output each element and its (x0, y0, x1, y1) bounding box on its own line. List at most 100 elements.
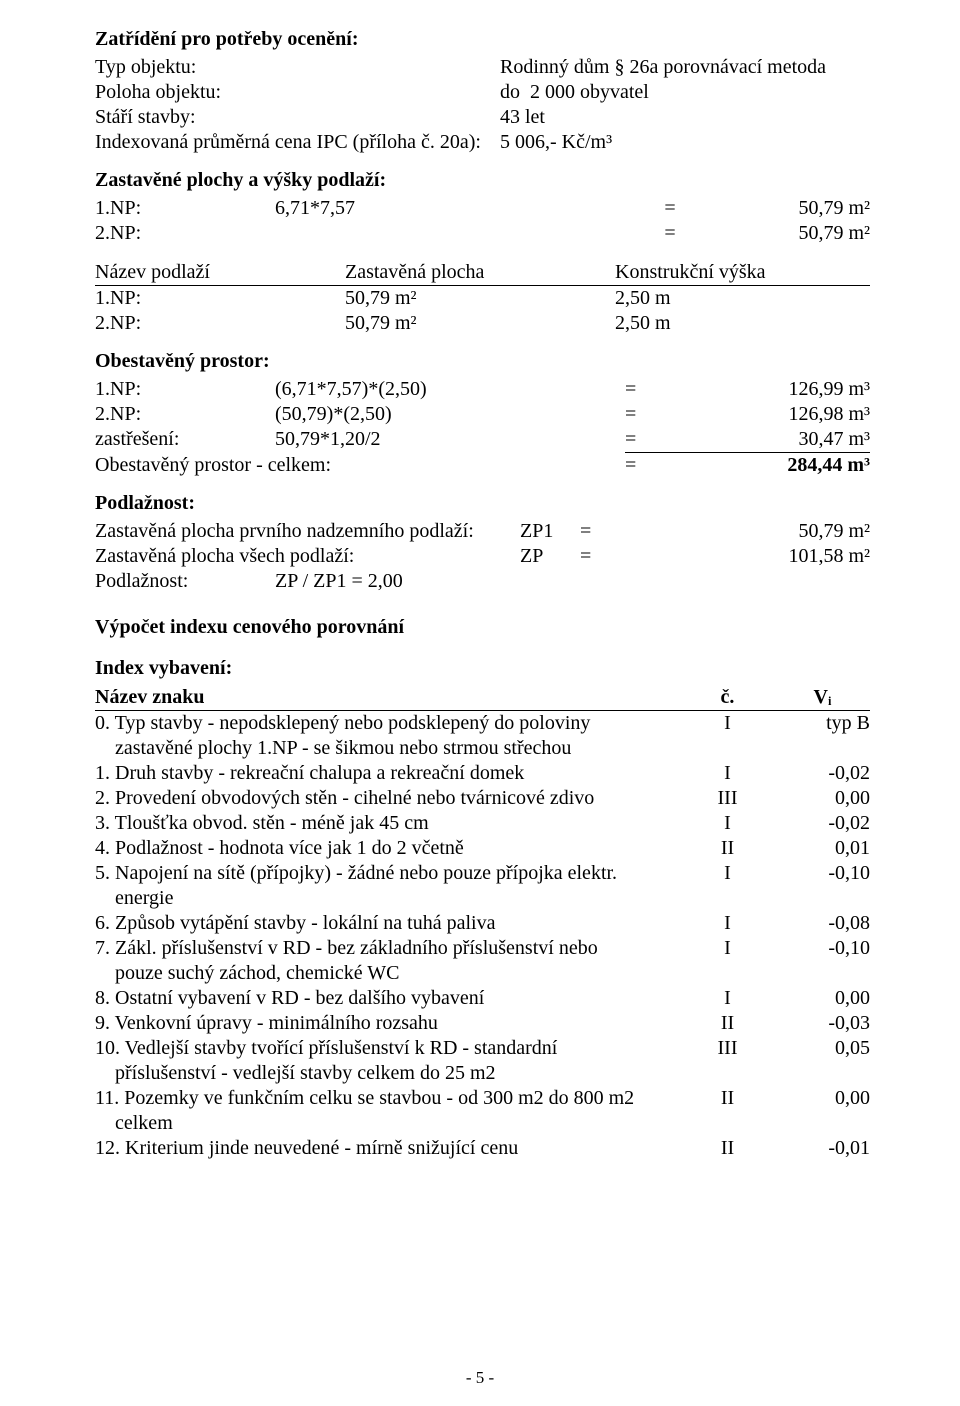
table-row: 2.NP: 50,79 m² 2,50 m (95, 311, 870, 336)
td-v (775, 736, 870, 761)
td-c (680, 1061, 775, 1086)
calc-row-0: 1.NP: 6,71*7,57 = 50,79 m² (95, 196, 870, 221)
calc-eq: = (635, 221, 705, 246)
op-eq: = (625, 427, 705, 452)
zp-row-0: Zastavěná plocha prvního nadzemního podl… (95, 519, 870, 544)
td-name: příslušenství - vedlejší stavby celkem d… (95, 1061, 680, 1086)
th-plocha: Zastavěná plocha (345, 260, 615, 285)
zp-eq: = (580, 544, 640, 569)
table-row: 11. Pozemky ve funkčním celku se stavbou… (95, 1086, 870, 1111)
calc-val: 50,79 m² (705, 196, 870, 221)
table-row: příslušenství - vedlejší stavby celkem d… (95, 1061, 870, 1086)
table-row: 0. Typ stavby - nepodsklepený nebo podsk… (95, 711, 870, 736)
op-total-label: Obestavěný prostor - celkem: (95, 453, 625, 478)
op-expr: 50,79*1,20/2 (275, 427, 625, 452)
ratio-label: Podlažnost: (95, 569, 275, 594)
table-row: 7. Zákl. příslušenství v RD - bez základ… (95, 936, 870, 961)
op-label: 2.NP: (95, 402, 275, 427)
td-v (775, 1061, 870, 1086)
section-title-obestaveny: Obestavěný prostor: (95, 350, 870, 373)
table-row: 12. Kriterium jinde neuvedené - mírně sn… (95, 1136, 870, 1161)
table-row: pouze suchý záchod, chemické WC (95, 961, 870, 986)
table-row: 1.NP: 50,79 m² 2,50 m (95, 286, 870, 311)
td-c: I (680, 761, 775, 786)
td-v: 0,00 (775, 1086, 870, 1111)
td-name: 6. Způsob vytápění stavby - lokální na t… (95, 911, 680, 936)
table-row: zastavěné plochy 1.NP - se šikmou nebo s… (95, 736, 870, 761)
table-row: 2. Provedení obvodových stěn - cihelné n… (95, 786, 870, 811)
td-c: II (680, 1011, 775, 1036)
td-c: I (680, 711, 775, 736)
th-vyska: Konstrukční výška (615, 260, 870, 285)
td-v (775, 886, 870, 911)
calc-val: 50,79 m² (705, 221, 870, 246)
td-name: 12. Kriterium jinde neuvedené - mírně sn… (95, 1136, 680, 1161)
table-row: energie (95, 886, 870, 911)
section-title-podlaznost: Podlažnost: (95, 492, 870, 515)
zp-label: Zastavěná plocha všech podlaží: (95, 544, 520, 569)
header-value: Rodinný dům § 26a porovnávací metoda (500, 55, 826, 80)
header-label: Indexovaná průměrná cena IPC (příloha č.… (95, 130, 500, 155)
td-name: celkem (95, 1111, 680, 1136)
op-expr: (6,71*7,57)*(2,50) (275, 377, 625, 402)
td-name: 5. Napojení na sítě (přípojky) - žádné n… (95, 861, 680, 886)
td-c: I (680, 911, 775, 936)
th-c: č. (680, 684, 775, 710)
td-c (680, 736, 775, 761)
zp-val: 101,58 m² (640, 544, 870, 569)
zp-sym: ZP (520, 544, 580, 569)
td-c: II (680, 836, 775, 861)
td-name: 8. Ostatní vybavení v RD - bez dalšího v… (95, 986, 680, 1011)
th-v: Vᵢ (775, 684, 870, 710)
podlaznost-ratio: Podlažnost: ZP / ZP1 = 2,00 (95, 569, 870, 594)
th-name: Název znaku (95, 684, 680, 710)
td-name: 7. Zákl. příslušenství v RD - bez základ… (95, 936, 680, 961)
header-label: Typ objektu: (95, 55, 500, 80)
calc-row-1: 2.NP: = 50,79 m² (95, 221, 870, 246)
table-row: 4. Podlažnost - hodnota více jak 1 do 2 … (95, 836, 870, 861)
td-v: typ B (775, 711, 870, 736)
op-row-1: 2.NP: (50,79)*(2,50) = 126,98 m³ (95, 402, 870, 427)
td-c (680, 886, 775, 911)
td: 2,50 m (615, 286, 870, 311)
td-c: II (680, 1086, 775, 1111)
page: Zatřídění pro potřeby ocenění: Typ objek… (0, 0, 960, 1406)
op-row-0: 1.NP: (6,71*7,57)*(2,50) = 126,99 m³ (95, 377, 870, 402)
table-row: 5. Napojení na sítě (přípojky) - žádné n… (95, 861, 870, 886)
section-title-vypocet: Výpočet indexu cenového porovnání (95, 616, 870, 639)
td: 1.NP: (95, 286, 345, 311)
td-name: 2. Provedení obvodových stěn - cihelné n… (95, 786, 680, 811)
op-eq: = (625, 453, 705, 478)
op-row-2: zastřešení: 50,79*1,20/2 = 30,47 m³ (95, 427, 870, 452)
td-c: I (680, 936, 775, 961)
td-name: 9. Venkovní úpravy - minimálního rozsahu (95, 1011, 680, 1036)
page-footer: - 5 - (0, 1368, 960, 1388)
td-name: energie (95, 886, 680, 911)
td-name: 0. Typ stavby - nepodsklepený nebo podsk… (95, 711, 680, 736)
td-c (680, 961, 775, 986)
td-v: 0,00 (775, 786, 870, 811)
table-row: celkem (95, 1111, 870, 1136)
header-value: 43 let (500, 105, 545, 130)
table-row: 6. Způsob vytápění stavby - lokální na t… (95, 911, 870, 936)
index-table-body: 0. Typ stavby - nepodsklepený nebo podsk… (95, 711, 870, 1161)
header-row-3: Indexovaná průměrná cena IPC (příloha č.… (95, 130, 870, 155)
table-row: 9. Venkovní úpravy - minimálního rozsahu… (95, 1011, 870, 1036)
td: 50,79 m² (345, 311, 615, 336)
td: 2,50 m (615, 311, 870, 336)
zp-sym: ZP1 (520, 519, 580, 544)
td-name: 3. Tloušťka obvod. stěn - méně jak 45 cm (95, 811, 680, 836)
header-row-1: Poloha objektu: do 2 000 obyvatel (95, 80, 870, 105)
td-v: -0,10 (775, 861, 870, 886)
header-label: Stáří stavby: (95, 105, 500, 130)
op-total: Obestavěný prostor - celkem: = 284,44 m³ (95, 453, 870, 478)
td-v: -0,08 (775, 911, 870, 936)
op-val: 126,99 m³ (705, 377, 870, 402)
td-name: 10. Vedlejší stavby tvořící příslušenstv… (95, 1036, 680, 1061)
op-expr: (50,79)*(2,50) (275, 402, 625, 427)
td-v: 0,05 (775, 1036, 870, 1061)
op-val: 126,98 m³ (705, 402, 870, 427)
td-name: 11. Pozemky ve funkčním celku se stavbou… (95, 1086, 680, 1111)
td-v: -0,03 (775, 1011, 870, 1036)
calc-expr: 6,71*7,57 (275, 196, 635, 221)
